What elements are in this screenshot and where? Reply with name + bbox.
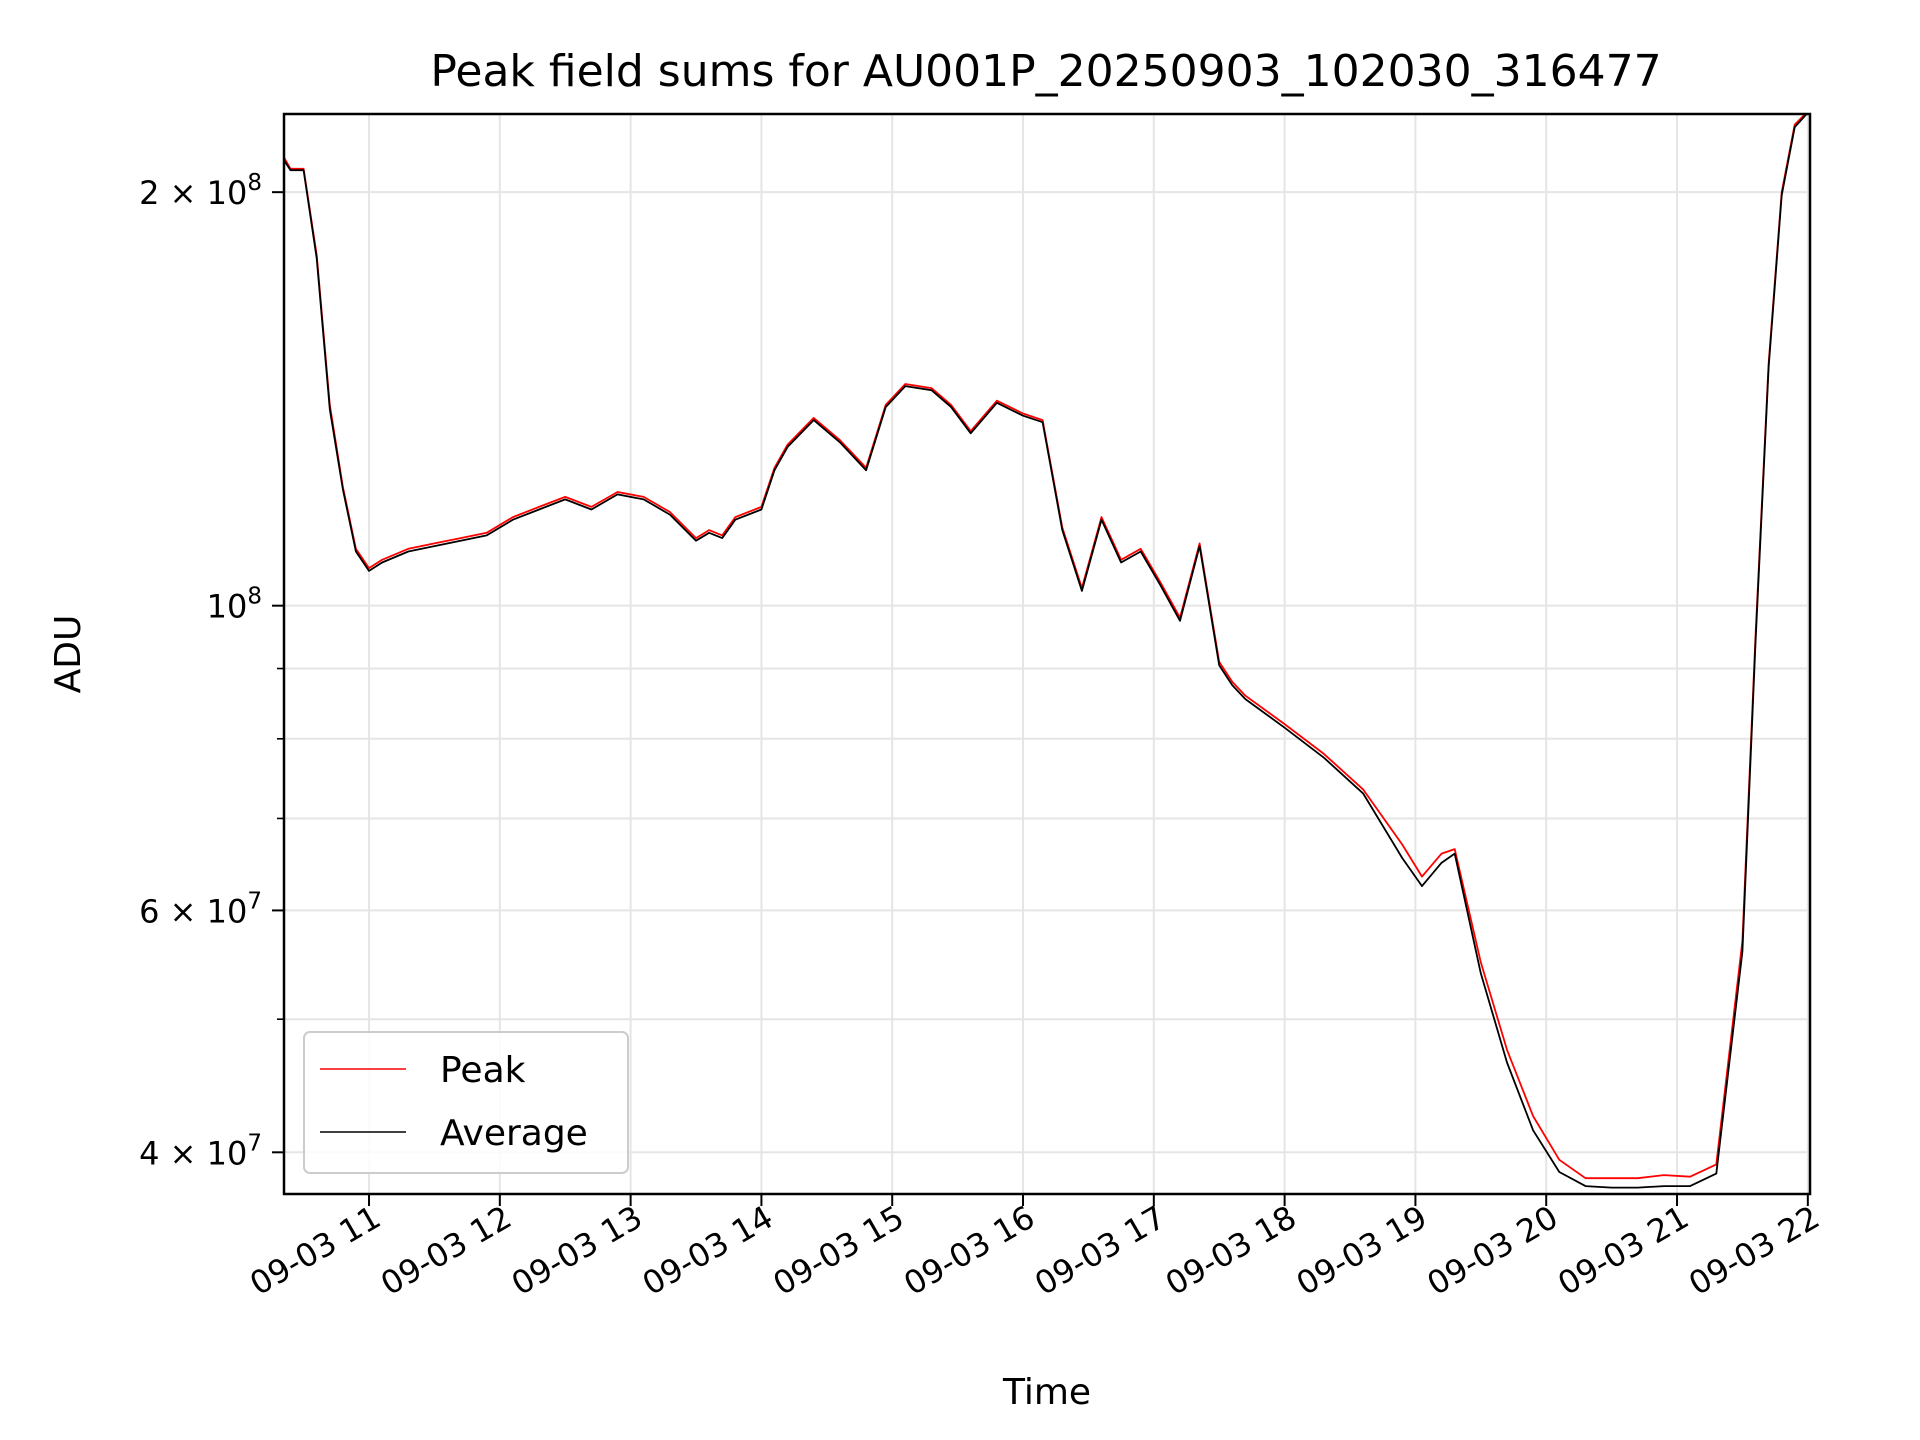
x-axis-label: Time xyxy=(1002,1372,1091,1413)
grid xyxy=(284,114,1810,1194)
y-tick-label: 6 × 107 xyxy=(139,888,262,930)
y-axis: 4 × 107 6 × 107 108 2 × 108 xyxy=(139,170,284,1172)
legend-label-average: Average xyxy=(440,1113,588,1154)
plot-frame xyxy=(282,112,1812,1196)
legend-label-peak: Peak xyxy=(440,1050,526,1091)
series-layer xyxy=(284,114,1808,1189)
legend: Peak Average xyxy=(303,1031,629,1174)
y-tick-label: 4 × 107 xyxy=(139,1130,262,1172)
y-axis-label: ADU xyxy=(48,615,89,694)
legend-box xyxy=(303,1031,629,1174)
y-tick-label: 2 × 108 xyxy=(139,170,262,212)
y-tick-label: 108 xyxy=(207,584,262,626)
chart-title: Peak field sums for AU001P_20250903_1020… xyxy=(430,46,1661,97)
series-line-average xyxy=(284,114,1808,1189)
series-line-peak xyxy=(284,114,1807,1180)
